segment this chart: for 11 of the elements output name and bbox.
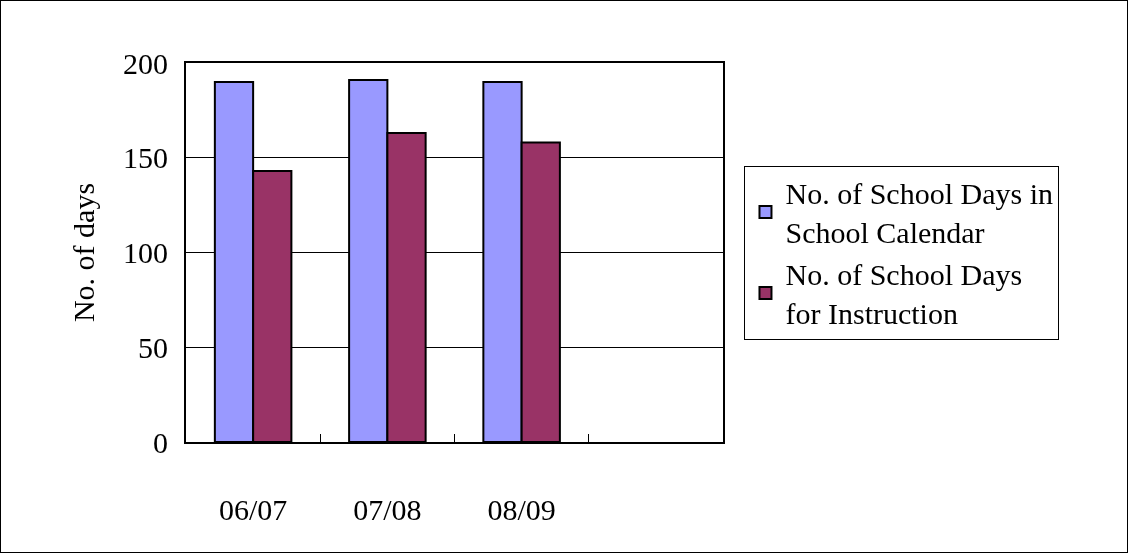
x-tick-label: 07/08: [353, 493, 422, 526]
y-tick-label: 100: [123, 236, 168, 269]
y-tick-label: 0: [153, 425, 168, 459]
x-tick-label: 08/09: [487, 493, 556, 526]
y-tick-label: 200: [123, 46, 168, 80]
legend-label: No. of School Days in School Calendar: [785, 177, 1053, 250]
y-axis-title: No. of days: [66, 182, 100, 323]
y-tick-label: 150: [123, 141, 168, 175]
legend-label: No. of School Days for Instruction: [785, 258, 1023, 331]
x-tick-label: 06/07: [218, 493, 288, 526]
y-tick-label: 50: [138, 330, 168, 364]
